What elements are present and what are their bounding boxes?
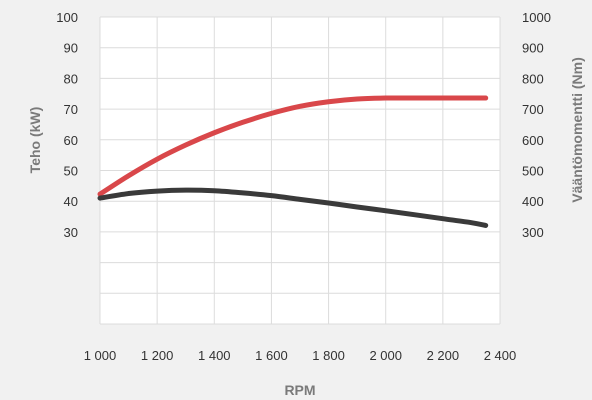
x-tick-label: 1 000 [84,348,117,363]
series-lines [97,95,489,228]
left-y-tick-label: 30 [64,225,78,240]
x-tick-label: 1 600 [255,348,288,363]
x-axis-title: RPM [284,382,315,398]
grid-lines [99,16,501,325]
right-y-axis-title: Vääntömomentti (Nm) [569,57,585,202]
right-y-tick-label: 500 [522,164,544,179]
x-tick-label: 1 400 [198,348,231,363]
x-tick-label: 2 000 [369,348,402,363]
power-series-line [97,95,489,197]
right-y-tick-label: 900 [522,41,544,56]
x-tick-label: 1 200 [141,348,174,363]
left-y-tick-label: 80 [64,71,78,86]
x-tick-label: 2 200 [427,348,460,363]
right-y-tick-label: 300 [522,225,544,240]
right-y-tick-label: 800 [522,71,544,86]
right-y-tick-label: 400 [522,194,544,209]
left-y-tick-label: 50 [64,164,78,179]
x-tick-labels: 1 000 1 200 1 400 1 600 1 800 2 000 2 200 2 400 [84,348,517,363]
left-y-tick-label: 90 [64,41,78,56]
left-y-tick-label: 40 [64,194,78,209]
left-y-tick-label: 100 [56,10,78,25]
right-y-tick-label: 600 [522,133,544,148]
left-y-tick-label: 70 [64,102,78,117]
left-y-tick-labels: 30 40 50 60 70 80 90 100 [56,10,78,240]
left-y-tick-label: 60 [64,133,78,148]
right-y-tick-label: 700 [522,102,544,117]
left-y-axis-title: Teho (kW) [27,107,43,174]
right-y-tick-labels: 300 400 500 600 700 800 900 1000 [522,10,551,240]
torque-series-line [97,187,489,228]
right-y-tick-label: 1000 [522,10,551,25]
x-tick-label: 1 800 [312,348,345,363]
x-tick-label: 2 400 [484,348,517,363]
